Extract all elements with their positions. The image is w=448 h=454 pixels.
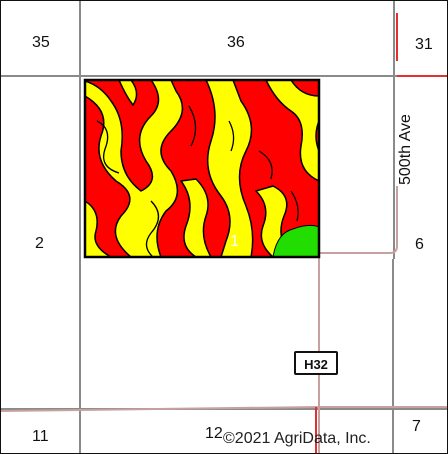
section-number-2: 2	[35, 235, 44, 252]
section-number-11: 11	[32, 428, 49, 445]
soil-unit-green	[272, 224, 319, 257]
section-number-31: 31	[415, 36, 433, 53]
highway-shield: H32	[294, 351, 338, 375]
soil-field[interactable]	[83, 78, 321, 259]
road-label-500th-ave: 500th Ave	[397, 114, 414, 185]
section-number-1: 1	[230, 233, 239, 250]
section-number-6: 6	[415, 236, 424, 253]
section-number-7: 7	[412, 418, 421, 435]
roads	[1, 13, 447, 453]
section-number-35: 35	[32, 34, 50, 51]
section-number-36: 36	[227, 34, 245, 51]
section-number-12: 12	[205, 425, 223, 442]
soil-unit-boundaries	[96, 105, 299, 257]
copyright-notice: ©2021 AgriData, Inc.	[223, 430, 371, 447]
